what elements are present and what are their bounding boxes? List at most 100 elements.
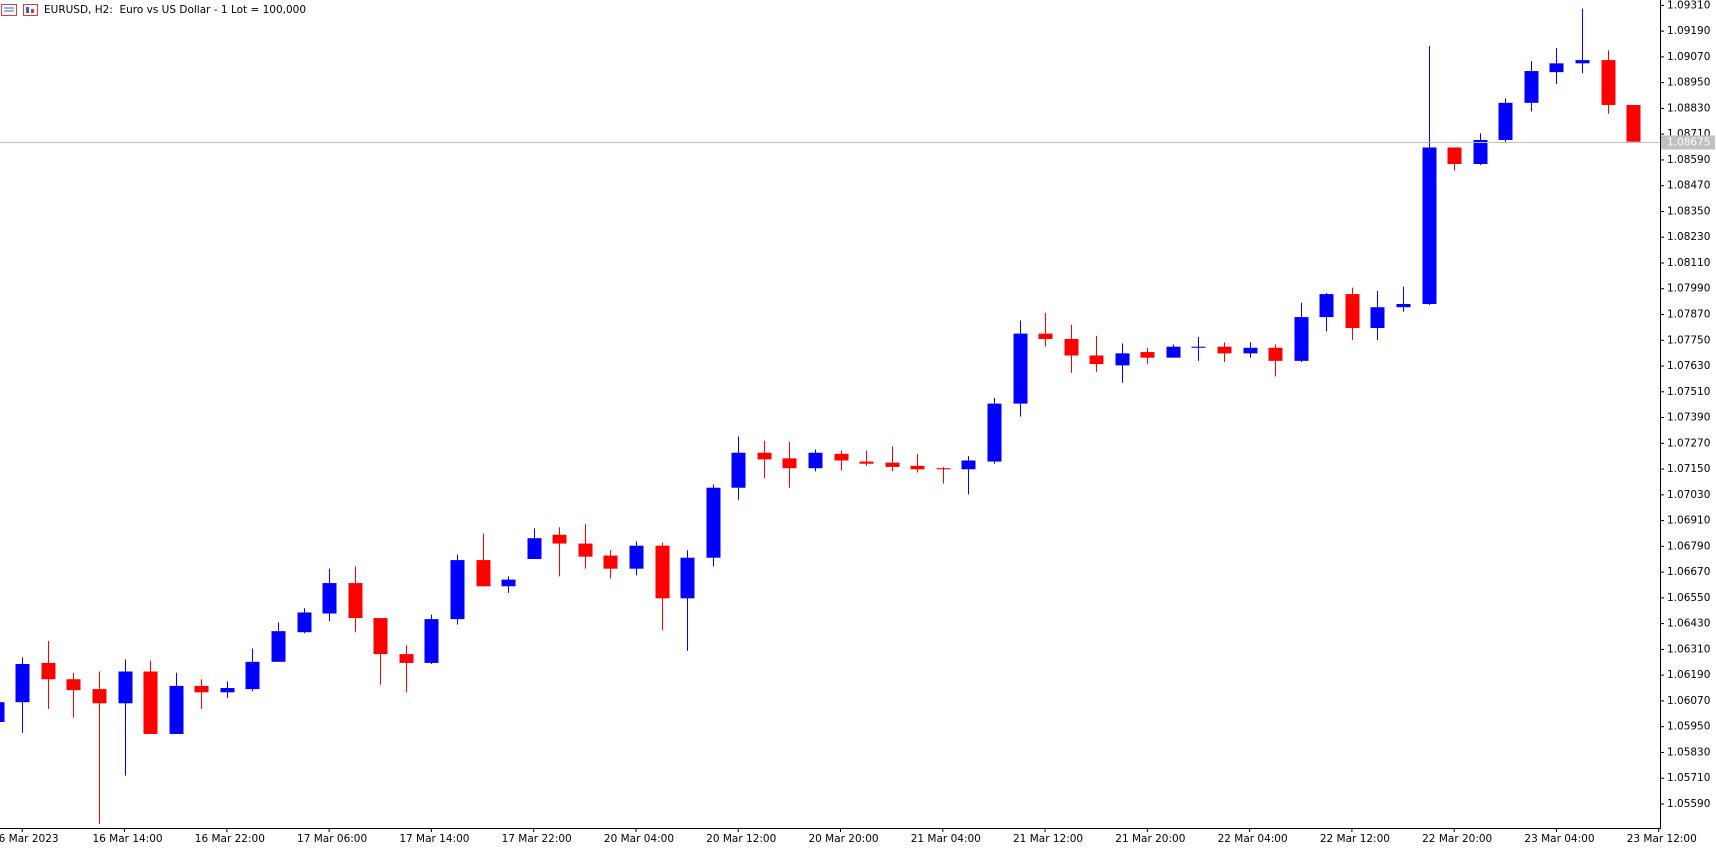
candle-body	[910, 465, 925, 470]
candle-body	[322, 583, 337, 614]
plot-area	[0, 8, 1660, 824]
candle-body	[297, 612, 312, 633]
candle-body	[271, 631, 286, 662]
y-tick-label: 1.05830	[1667, 746, 1710, 758]
y-tick-label: 1.05710	[1667, 772, 1710, 784]
candle-body	[655, 545, 670, 599]
x-tick-label: 16 Mar 2023	[0, 833, 59, 845]
x-tick-label: 22 Mar 04:00	[1218, 833, 1288, 845]
icon-chart[interactable]	[23, 4, 38, 16]
y-tick-label: 1.07750	[1667, 334, 1710, 346]
candle-body	[1140, 352, 1155, 358]
candle-body	[757, 452, 772, 460]
candle-body	[1089, 355, 1104, 365]
candle-body	[552, 534, 567, 544]
candle-body	[1319, 294, 1334, 318]
candle-body	[1498, 102, 1513, 140]
y-tick-label: 1.06910	[1667, 515, 1710, 527]
candle-body	[885, 462, 900, 467]
symbol-icons[interactable]	[1, 4, 38, 16]
candle-body	[348, 583, 363, 619]
x-tick-label: 17 Mar 22:00	[502, 833, 572, 845]
candle-body	[1524, 71, 1539, 103]
candle-body	[1345, 294, 1360, 329]
icon-list[interactable]	[1, 4, 17, 16]
y-tick-label: 1.06430	[1667, 618, 1710, 630]
y-tick-label: 1.09190	[1667, 25, 1710, 37]
y-tick-label: 1.07630	[1667, 360, 1710, 372]
y-tick-label: 1.08470	[1667, 180, 1710, 192]
candle-body	[1166, 346, 1181, 358]
candle-body	[118, 671, 133, 704]
candle-body	[1601, 60, 1616, 105]
candle-body	[859, 461, 874, 464]
x-tick-label: 22 Mar 12:00	[1320, 833, 1390, 845]
candle-body	[245, 661, 260, 690]
candle-body	[66, 679, 81, 691]
candle-body	[476, 560, 491, 587]
candle-body	[706, 487, 721, 558]
candle-body	[603, 555, 618, 569]
candle-body	[450, 560, 465, 620]
candle-body	[15, 663, 30, 703]
y-tick-label: 1.09070	[1667, 51, 1710, 63]
x-tick-label: 21 Mar 20:00	[1115, 833, 1185, 845]
candle-body	[1473, 139, 1488, 165]
candle-body	[578, 543, 593, 557]
x-tick-label: 21 Mar 12:00	[1013, 833, 1083, 845]
candle-body	[1243, 347, 1258, 354]
candle-body	[834, 453, 849, 461]
candle-body	[987, 403, 1002, 462]
candle-body	[1370, 307, 1385, 329]
candle-body	[399, 654, 414, 663]
candle-body	[782, 458, 797, 469]
candle-body	[680, 557, 695, 599]
candle-body	[220, 688, 235, 693]
candle-body	[527, 538, 542, 560]
y-tick-label: 1.07030	[1667, 489, 1710, 501]
candle-body	[92, 689, 107, 704]
y-tick-label: 1.07390	[1667, 412, 1710, 424]
candle-body	[1422, 147, 1437, 304]
y-tick-label: 1.06310	[1667, 643, 1710, 655]
candle-body	[1217, 346, 1232, 354]
y-tick-label: 1.06670	[1667, 566, 1710, 578]
y-tick-label: 1.07990	[1667, 283, 1710, 295]
y-tick-label: 1.08350	[1667, 205, 1710, 217]
y-tick-label: 1.07870	[1667, 308, 1710, 320]
candle-body	[169, 685, 184, 734]
candle-body	[961, 460, 976, 470]
candle-body	[501, 579, 516, 587]
x-tick-label: 16 Mar 14:00	[92, 833, 162, 845]
y-tick-label: 1.08830	[1667, 102, 1710, 114]
candle-body	[808, 452, 823, 469]
icon-bar	[31, 9, 34, 13]
y-tick-label: 1.06190	[1667, 669, 1710, 681]
y-tick-label: 1.07150	[1667, 463, 1710, 475]
y-tick-label: 1.05950	[1667, 721, 1710, 733]
candle-body	[41, 662, 56, 680]
candle-body	[143, 671, 158, 734]
icon-bar	[26, 7, 29, 13]
candle-body	[936, 468, 951, 470]
y-tick-label: 1.08590	[1667, 154, 1710, 166]
price-label: 1.08675	[1667, 137, 1710, 149]
candle-body	[1294, 317, 1309, 361]
y-tick-label: 1.06550	[1667, 592, 1710, 604]
candle-body	[731, 452, 746, 488]
y-tick-label: 1.06790	[1667, 540, 1710, 552]
x-tick-label: 23 Mar 12:00	[1627, 833, 1697, 845]
y-tick-label: 1.06070	[1667, 695, 1710, 707]
price-label-box	[1661, 135, 1715, 150]
y-tick-label: 1.07510	[1667, 386, 1710, 398]
candle-body	[1013, 333, 1028, 404]
candle-body	[1447, 147, 1462, 165]
candle-body	[424, 619, 439, 663]
candle-body	[194, 685, 209, 693]
x-tick-label: 16 Mar 22:00	[195, 833, 265, 845]
y-tick-label: 1.09310	[1667, 0, 1710, 11]
candle-body	[629, 545, 644, 569]
candle-body	[1626, 104, 1641, 142]
